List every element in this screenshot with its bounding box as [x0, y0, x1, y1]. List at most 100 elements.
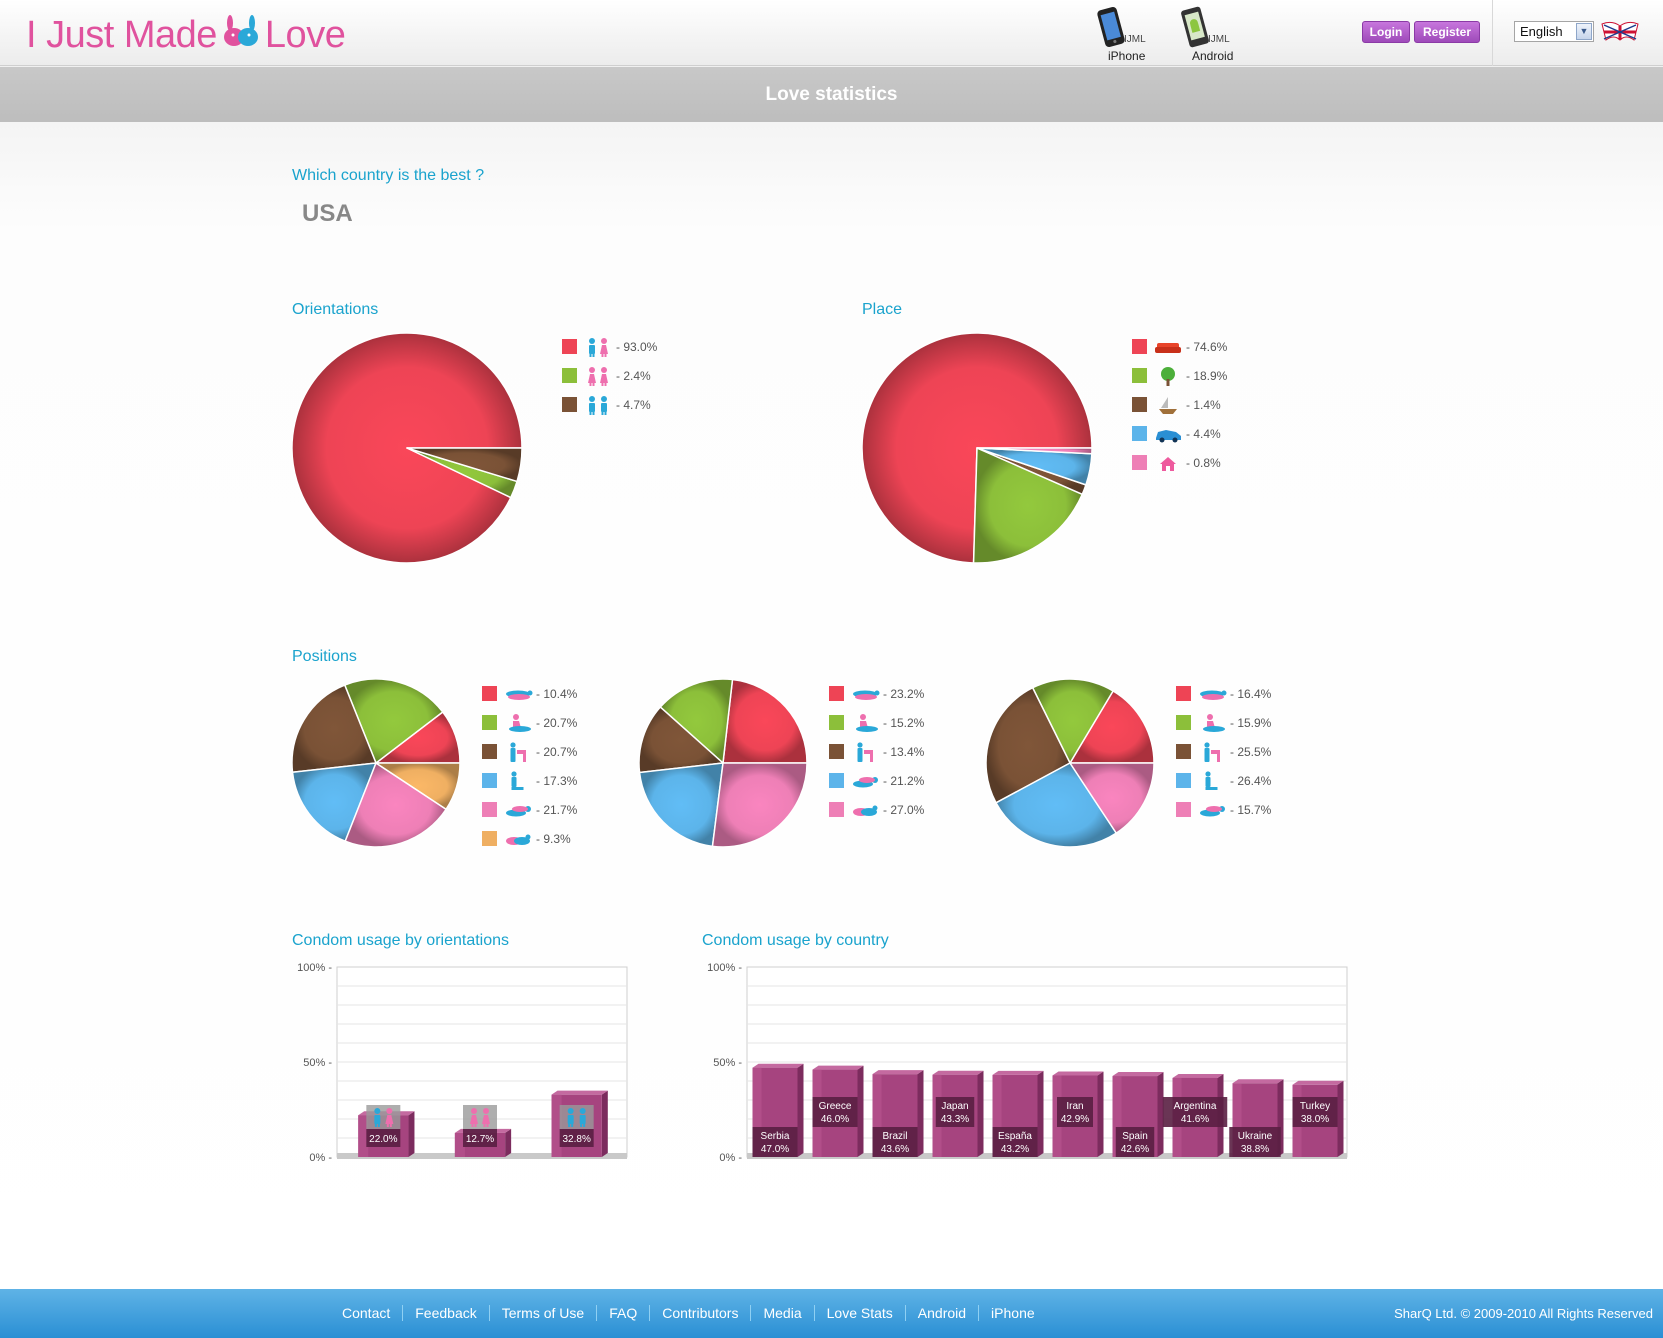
legend-swatch — [1176, 744, 1191, 759]
bar-label-box — [1229, 1127, 1281, 1157]
legend-swatch — [1132, 426, 1147, 441]
bar-category-label: Ukraine — [1238, 1131, 1273, 1142]
legend-swatch — [1132, 397, 1147, 412]
condom-orientations-y-tick: 0% - — [309, 1152, 332, 1164]
legend-value: - 20.7% — [536, 745, 578, 759]
legend-value: - 4.7% — [616, 398, 651, 412]
footer-link-iphone[interactable]: iPhone — [978, 1305, 1047, 1321]
register-button[interactable]: Register — [1414, 21, 1480, 43]
bar-category-label: Iran — [1066, 1101, 1083, 1112]
legend-value: - 0.8% — [1186, 456, 1221, 470]
bar-value-label: 38.8% — [1241, 1144, 1269, 1155]
legend-swatch — [562, 397, 577, 412]
condom-country-bar-chart: 100% - 50% - 0% - Serbia 47.0% Greece 46.0% Bra… — [707, 962, 1348, 1164]
legend-value: - 9.3% — [536, 832, 571, 846]
condom-orientations-bar[interactable]: 32.8% — [551, 1090, 608, 1157]
legend-swatch — [1176, 715, 1191, 730]
footer: Contact Feedback Terms of Use FAQ Contributo… — [0, 1289, 1663, 1338]
position-standing-icon — [1204, 742, 1220, 762]
site-logo[interactable]: I Just Made Love — [26, 14, 346, 61]
position-sitting-icon — [1203, 714, 1225, 732]
legend-swatch — [562, 368, 577, 383]
bar-category-label: Japan — [941, 1101, 968, 1112]
uk-flag-icon[interactable] — [1600, 18, 1640, 44]
positions-2-slice-3 — [638, 706, 724, 774]
footer-link-contact[interactable]: Contact — [342, 1305, 391, 1321]
positions-3-slice-1 — [1069, 690, 1155, 764]
legend-value: - 21.2% — [883, 774, 925, 788]
app-name-label: iPhone — [1108, 49, 1146, 63]
footer-links: Contact Feedback Terms of Use FAQ Contributo… — [330, 1305, 1047, 1321]
woman-woman-icon — [588, 367, 608, 386]
legend-value: - 21.7% — [536, 803, 578, 817]
language-selected: English — [1520, 24, 1563, 39]
condom-country-bar[interactable]: Ukraine 38.8% — [1229, 1079, 1284, 1157]
legend-value: - 23.2% — [883, 687, 925, 701]
footer-link-android[interactable]: Android — [904, 1305, 978, 1321]
positions-3-slice-5 — [1069, 762, 1155, 834]
legend-value: - 15.9% — [1230, 716, 1272, 730]
place-slice-2 — [972, 447, 1084, 564]
legend-swatch — [1176, 773, 1191, 788]
footer-link-feedback[interactable]: Feedback — [402, 1305, 488, 1321]
position-standing-icon — [857, 742, 873, 762]
bar-value-label: 41.6% — [1181, 1114, 1209, 1125]
header-divider — [1492, 0, 1493, 66]
condom-country-bar[interactable]: Iran 42.9% — [1052, 1071, 1104, 1157]
condom-country-bar[interactable]: España 43.2% — [992, 1070, 1044, 1157]
app-small-label: IJML — [1208, 34, 1230, 45]
footer-link-contributors[interactable]: Contributors — [649, 1305, 750, 1321]
best-country-heading: Which country is the best ? — [292, 167, 485, 184]
legend-swatch — [482, 773, 497, 788]
condom-country-bar[interactable]: Serbia 47.0% — [752, 1063, 804, 1157]
bar-value-label: 43.2% — [1001, 1144, 1029, 1155]
title-bar: Love statistics — [0, 67, 1663, 122]
condom-country-bar[interactable]: Turkey 38.0% — [1292, 1080, 1344, 1157]
legend-swatch — [482, 802, 497, 817]
condom-country-bar[interactable]: Greece 46.0% — [812, 1065, 864, 1157]
bar-value-label: 46.0% — [821, 1114, 849, 1125]
footer-link-media[interactable]: Media — [750, 1305, 813, 1321]
bar-label-box — [1115, 1127, 1155, 1157]
position-kneeling-icon — [1205, 771, 1218, 790]
logo-text-2: Love — [264, 14, 346, 56]
legend-swatch — [829, 715, 844, 730]
login-button[interactable]: Login — [1362, 21, 1410, 43]
condom-orientations-bar[interactable]: 22.0% — [358, 1105, 415, 1157]
footer-link-love-stats[interactable]: Love Stats — [813, 1305, 905, 1321]
bar-value-label: 47.0% — [761, 1144, 789, 1155]
legend-swatch — [482, 686, 497, 701]
bar-value-label: 12.7% — [466, 1134, 494, 1145]
position-side-icon — [506, 834, 531, 845]
positions-1-slice-4 — [291, 762, 377, 842]
condom-orientations-y-tick: 50% - — [303, 1057, 332, 1069]
language-select[interactable]: English ▼ — [1514, 21, 1594, 42]
legend-swatch — [1132, 455, 1147, 470]
condom-country-y-tick: 50% - — [713, 1057, 742, 1069]
condom-country-bar[interactable]: Japan 43.3% — [932, 1070, 984, 1157]
condom-orientations-bar[interactable]: 12.7% — [454, 1105, 512, 1157]
bar-icon-box — [366, 1105, 401, 1129]
legend-value: - 17.3% — [536, 774, 578, 788]
legend-value: - 1.4% — [1186, 398, 1221, 412]
condom-country-bar[interactable]: Brazil 43.6% — [872, 1070, 924, 1157]
footer-link-faq[interactable]: FAQ — [596, 1305, 649, 1321]
bar-category-label: Turkey — [1300, 1101, 1330, 1112]
bar-label-box — [872, 1127, 918, 1157]
positions-pie-chart-1 — [291, 678, 461, 848]
bar-label-box — [366, 1129, 401, 1147]
logo-text-1: I Just Made — [26, 14, 217, 56]
positions-2-slice-4 — [638, 762, 724, 848]
bar-value-label: 42.9% — [1061, 1114, 1089, 1125]
footer-link-terms-of-use[interactable]: Terms of Use — [488, 1305, 596, 1321]
positions-1-slice-5 — [344, 762, 447, 848]
bar-value-label: 32.8% — [562, 1134, 590, 1145]
legend-value: - 4.4% — [1186, 427, 1221, 441]
orientations-slice-3 — [406, 447, 523, 483]
condom-country-bar[interactable]: Argentina 41.6% — [1162, 1073, 1228, 1157]
position-sitting-icon — [509, 714, 531, 732]
iphone-app-link[interactable]: IJML iPhone — [1090, 6, 1160, 63]
bar-value-label: 22.0% — [369, 1134, 397, 1145]
condom-country-bar[interactable]: Spain 42.6% — [1112, 1072, 1164, 1157]
android-app-link[interactable]: IJML Android — [1174, 6, 1244, 63]
